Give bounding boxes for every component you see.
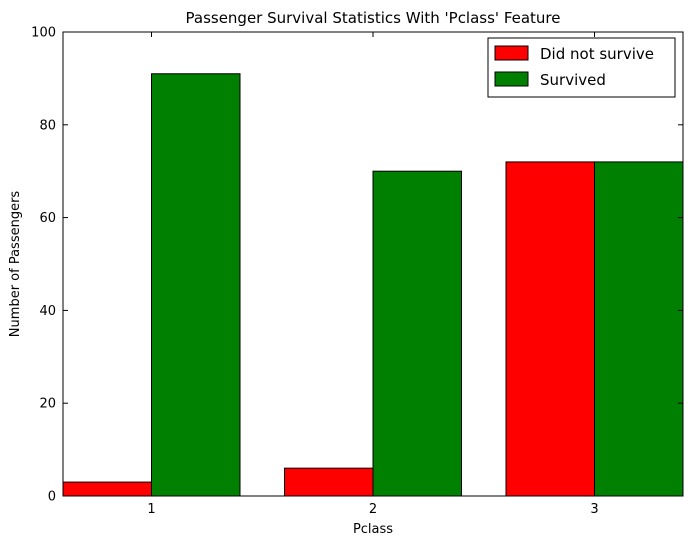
x-tick-label: 2 (369, 502, 377, 517)
bar-survived-class-2 (372, 170, 462, 497)
y-axis-label: Number of Passengers (8, 191, 23, 338)
y-tick-label: 40 (39, 304, 56, 319)
legend: Did not survive Survived (487, 37, 676, 98)
ticks-group: 0 20 40 60 80 100 1 2 3 (31, 26, 683, 517)
y-tick-label: 60 (39, 211, 56, 226)
x-axis-label: Pclass (353, 522, 393, 537)
bar-did-not-survive-class-3 (505, 161, 595, 497)
legend-swatch-did-not-survive (494, 45, 529, 61)
legend-label-did-not-survive: Did not survive (540, 45, 654, 63)
bar-did-not-survive-class-2 (284, 467, 374, 497)
x-tick-label: 1 (147, 502, 155, 517)
y-tick-label: 100 (31, 26, 56, 41)
y-tick-label: 20 (39, 397, 56, 412)
bars-group (62, 73, 684, 497)
x-tick-label: 3 (590, 502, 598, 517)
legend-swatch-survived (494, 71, 529, 87)
bar-survived-class-3 (594, 161, 684, 497)
y-tick-label: 0 (48, 490, 56, 505)
plot-frame (62, 31, 684, 497)
legend-label-survived: Survived (540, 71, 606, 89)
chart-title: Passenger Survival Statistics With 'Pcla… (186, 9, 561, 27)
bar-survived-class-1 (151, 73, 241, 497)
y-tick-label: 80 (39, 118, 56, 133)
bar-did-not-survive-class-1 (62, 481, 152, 497)
